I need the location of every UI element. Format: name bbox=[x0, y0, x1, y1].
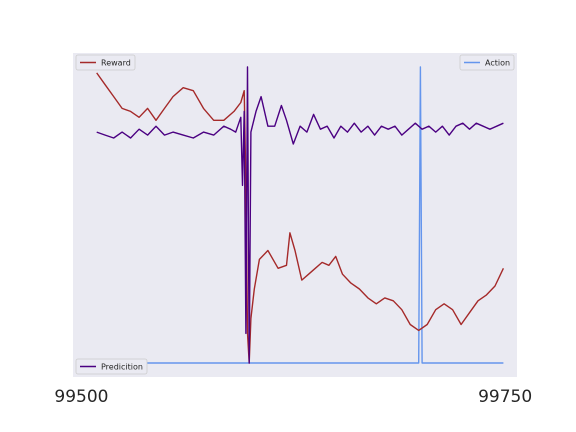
plot-area bbox=[73, 53, 517, 377]
x-axis: 99500 99750 bbox=[54, 387, 532, 407]
legend-action: Action bbox=[459, 54, 515, 71]
x-tick-label: 99750 bbox=[478, 387, 532, 407]
legend-label: Reward bbox=[101, 59, 131, 68]
prediction-series-line bbox=[96, 66, 504, 364]
x-tick-label: 99500 bbox=[54, 387, 108, 407]
series-layer bbox=[76, 66, 505, 364]
legend-box bbox=[75, 54, 136, 71]
legend-box bbox=[459, 54, 515, 71]
action-series-line bbox=[76, 66, 504, 364]
legend-label: Predicition bbox=[101, 363, 143, 372]
legends: Reward Action Predicition bbox=[75, 54, 515, 375]
legend-reward: Reward bbox=[75, 54, 136, 71]
legend-prediction: Predicition bbox=[75, 358, 148, 375]
legend-label: Action bbox=[485, 59, 510, 68]
reward-series-line bbox=[96, 72, 505, 364]
legend-box bbox=[75, 358, 148, 375]
